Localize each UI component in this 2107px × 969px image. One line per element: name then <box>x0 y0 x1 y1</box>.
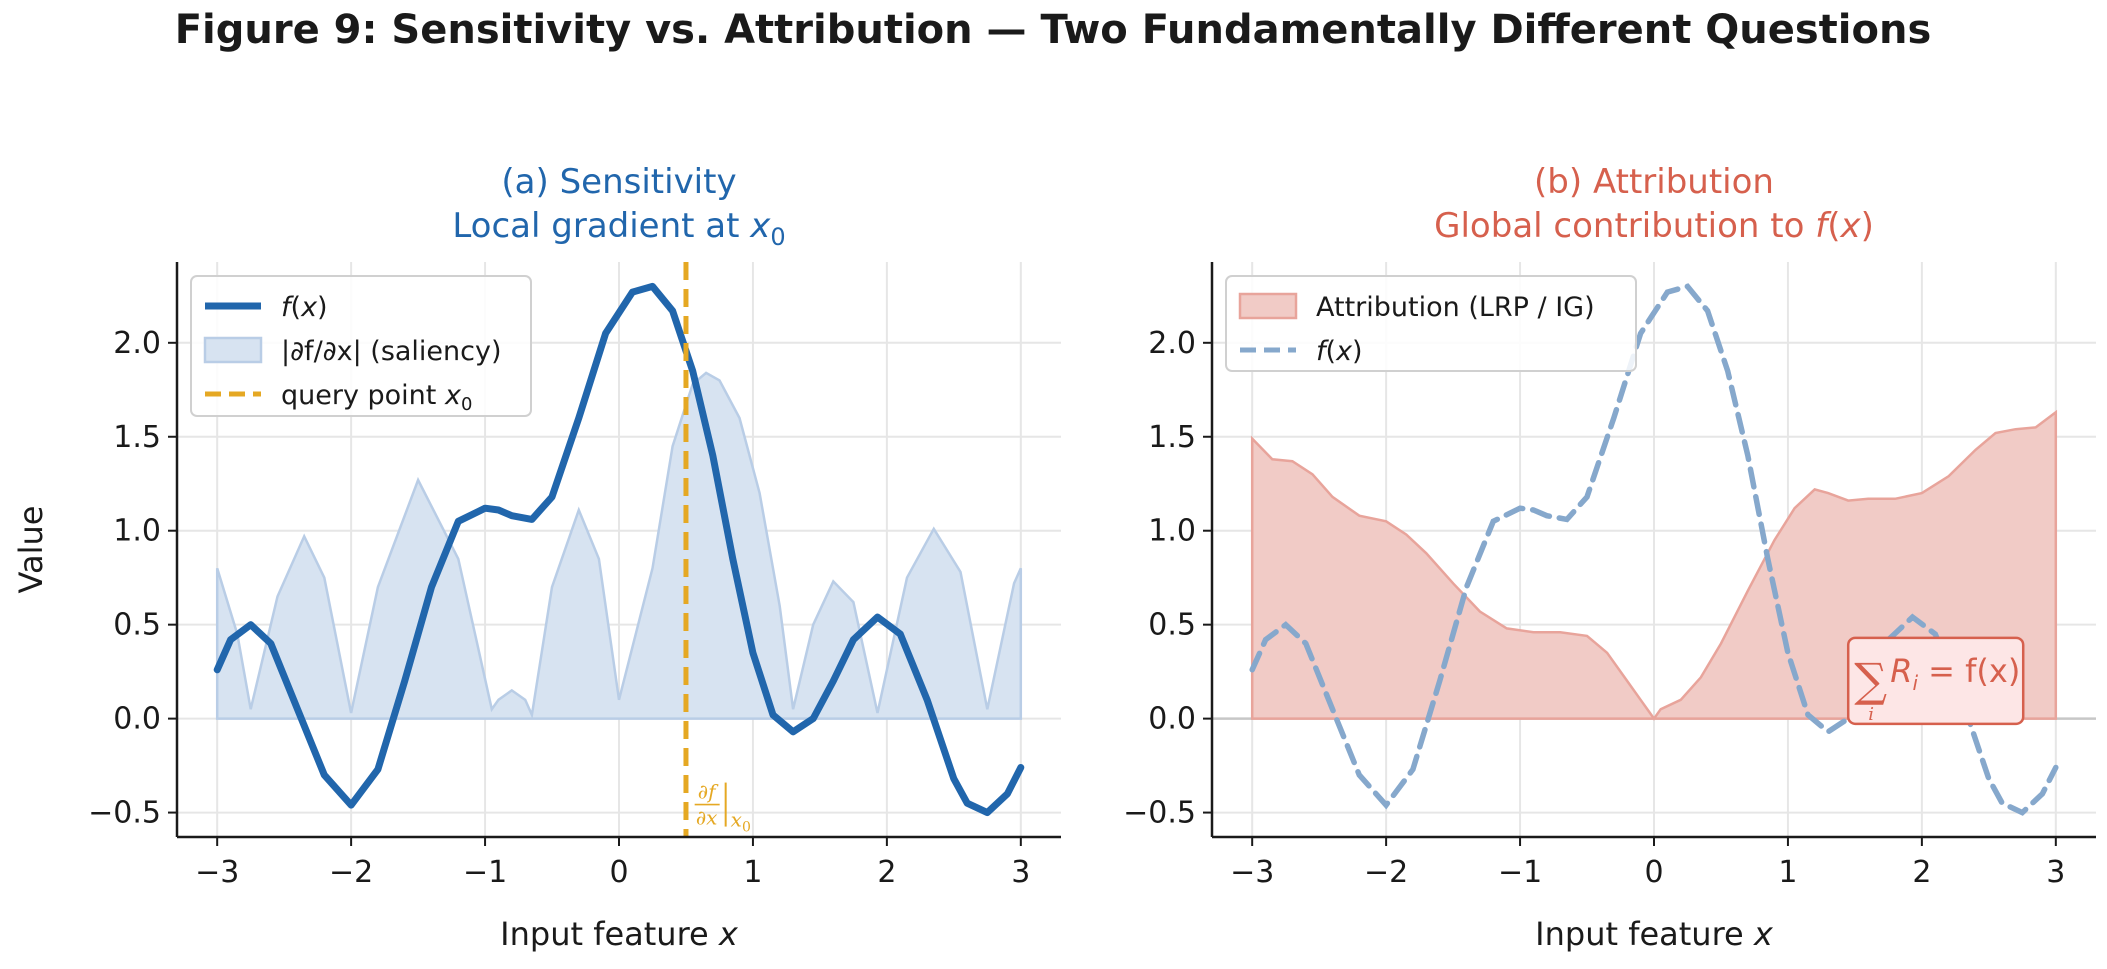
y-tick-label: 0.0 <box>113 702 161 737</box>
x-axis-label: Input feature x <box>1535 915 1774 953</box>
figure-title: Figure 9: Sensitivity vs. Attribution — … <box>175 7 1932 53</box>
y-tick-label: 2.0 <box>1148 326 1196 361</box>
y-tick-label: 1.0 <box>113 514 161 549</box>
x-tick-label: 2 <box>1912 855 1931 890</box>
paren-close: ) <box>1861 206 1874 246</box>
y-tick-label: 1.5 <box>1148 420 1196 455</box>
x-tick-label: 3 <box>2046 855 2065 890</box>
x-axis-label-var: x <box>718 915 739 953</box>
panel-title-line1: (b) Attribution <box>1534 162 1774 202</box>
y-tick-label: −0.5 <box>88 796 161 831</box>
y-tick-label: −0.5 <box>1123 796 1196 831</box>
panel-title-text: Local gradient at <box>452 206 750 246</box>
paren-var: x <box>1839 206 1861 246</box>
legend-label: Attribution (LRP / IG) <box>1316 292 1595 323</box>
panel-title-var: x <box>749 206 771 246</box>
legend-frame <box>190 275 532 417</box>
legend-sub: 0 <box>461 394 472 415</box>
conservation-box: ∑iRi = f(x) <box>1846 636 2025 726</box>
f-line <box>213 282 1025 817</box>
legend-handle-fill <box>1238 292 1298 320</box>
legend-x: x <box>1335 336 1353 367</box>
x-tick-label: 1 <box>743 855 762 890</box>
legend-x: x <box>300 292 318 323</box>
equation-rhs: = f(x) <box>1918 652 2020 690</box>
x-tick-label: −1 <box>1498 855 1542 890</box>
annotation-sub-0: 0 <box>742 820 751 836</box>
legend-paren: ( <box>291 292 302 323</box>
legend-paren: ) <box>317 292 328 323</box>
x-axis-label-text: Input feature <box>500 915 719 953</box>
panel-title-line2: Local gradient at x0 <box>452 206 785 251</box>
x-axis-label-text: Input feature <box>1535 915 1754 953</box>
legend-label: query point x0 <box>281 380 472 415</box>
x-tick-label: 0 <box>1644 855 1663 890</box>
x-tick-label: −2 <box>1364 855 1408 890</box>
legend-label: f(x) <box>1316 336 1363 367</box>
legend-text: query point <box>281 380 445 411</box>
conservation-box-frame <box>1846 636 2025 726</box>
legend-label: f(x) <box>281 292 328 323</box>
annotation-subscript: x0 <box>731 808 751 836</box>
y-tick-label: 0.0 <box>1148 702 1196 737</box>
legend-label: |∂f/∂x| (saliency) <box>281 336 502 367</box>
annotation-numerator: ∂f <box>698 780 719 804</box>
legend-frame <box>1225 275 1637 372</box>
x-axis-label: Input feature x <box>500 915 739 953</box>
sum-sign: ∑ <box>1854 653 1887 707</box>
annotation-sub-x: x <box>731 808 742 832</box>
equation-r: R <box>1890 652 1912 690</box>
legend: f(x)|∂f/∂x| (saliency)query point x0 <box>190 275 532 417</box>
x-tick-label: −3 <box>1230 855 1274 890</box>
panel-b-attribution: ∑iRi = f(x)−3 −2 −1 0 1 2 3−0.50.00.51.01.52.0… <box>1123 162 2096 953</box>
panel-title-sub: 0 <box>770 223 785 251</box>
x-tick-label: 0 <box>609 855 628 890</box>
f-dashed-line <box>1249 283 2059 816</box>
x-tick-label: −3 <box>195 855 239 890</box>
legend-paren: ( <box>1326 336 1337 367</box>
y-tick-label: 0.5 <box>1148 608 1196 643</box>
x-tick-label: −1 <box>463 855 507 890</box>
legend-var: x <box>444 380 462 411</box>
legend-paren: ) <box>1352 336 1363 367</box>
x-tick-label: 1 <box>1778 855 1797 890</box>
y-tick-label: 2.0 <box>113 326 161 361</box>
panel-title-tail: (x) <box>1827 206 1874 246</box>
x-tick-label: 2 <box>877 855 896 890</box>
y-tick-label: 0.5 <box>113 608 161 643</box>
paren-open: ( <box>1827 206 1840 246</box>
equation-r-sub: i <box>1912 671 1918 695</box>
sum-index: i <box>1868 704 1874 725</box>
derivative-annotation: ∂f∂x x0 <box>694 780 751 836</box>
panel-a-sensitivity: ∂f∂x x0−3 −2 −1 0 1 2 3−0.50.00.51.01.52.0Input… <box>12 162 1061 953</box>
sum-equation: Ri = f(x) <box>1890 652 2020 695</box>
y-tick-label: 1.5 <box>113 420 161 455</box>
annotation-denominator: ∂x <box>696 806 718 830</box>
panel-title-line2: Global contribution to f(x) <box>1434 206 1874 246</box>
x-tick-label: −2 <box>329 855 373 890</box>
panel-title-text: Global contribution to <box>1434 206 1815 246</box>
legend-handle-fill <box>203 336 263 364</box>
x-tick-label: 3 <box>1011 855 1030 890</box>
legend: Attribution (LRP / IG) f(x) <box>1225 275 1637 372</box>
x-axis-label-var: x <box>1753 915 1774 953</box>
y-axis-label: Value <box>12 506 50 594</box>
legend-text: Attribution (LRP / IG) <box>1316 292 1595 323</box>
y-tick-label: 1.0 <box>1148 514 1196 549</box>
panel-title-line1: (a) Sensitivity <box>501 162 736 202</box>
legend-text: |∂f/∂x| (saliency) <box>281 336 502 367</box>
